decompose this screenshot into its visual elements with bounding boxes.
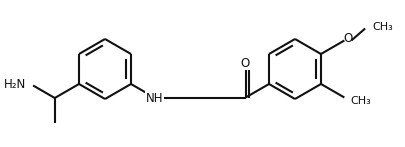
Text: CH₃: CH₃	[371, 22, 392, 32]
Text: H₂N: H₂N	[4, 78, 26, 91]
Text: O: O	[239, 57, 249, 70]
Text: NH: NH	[145, 92, 163, 105]
Text: CH₃: CH₃	[350, 96, 370, 106]
Text: O: O	[343, 32, 352, 45]
